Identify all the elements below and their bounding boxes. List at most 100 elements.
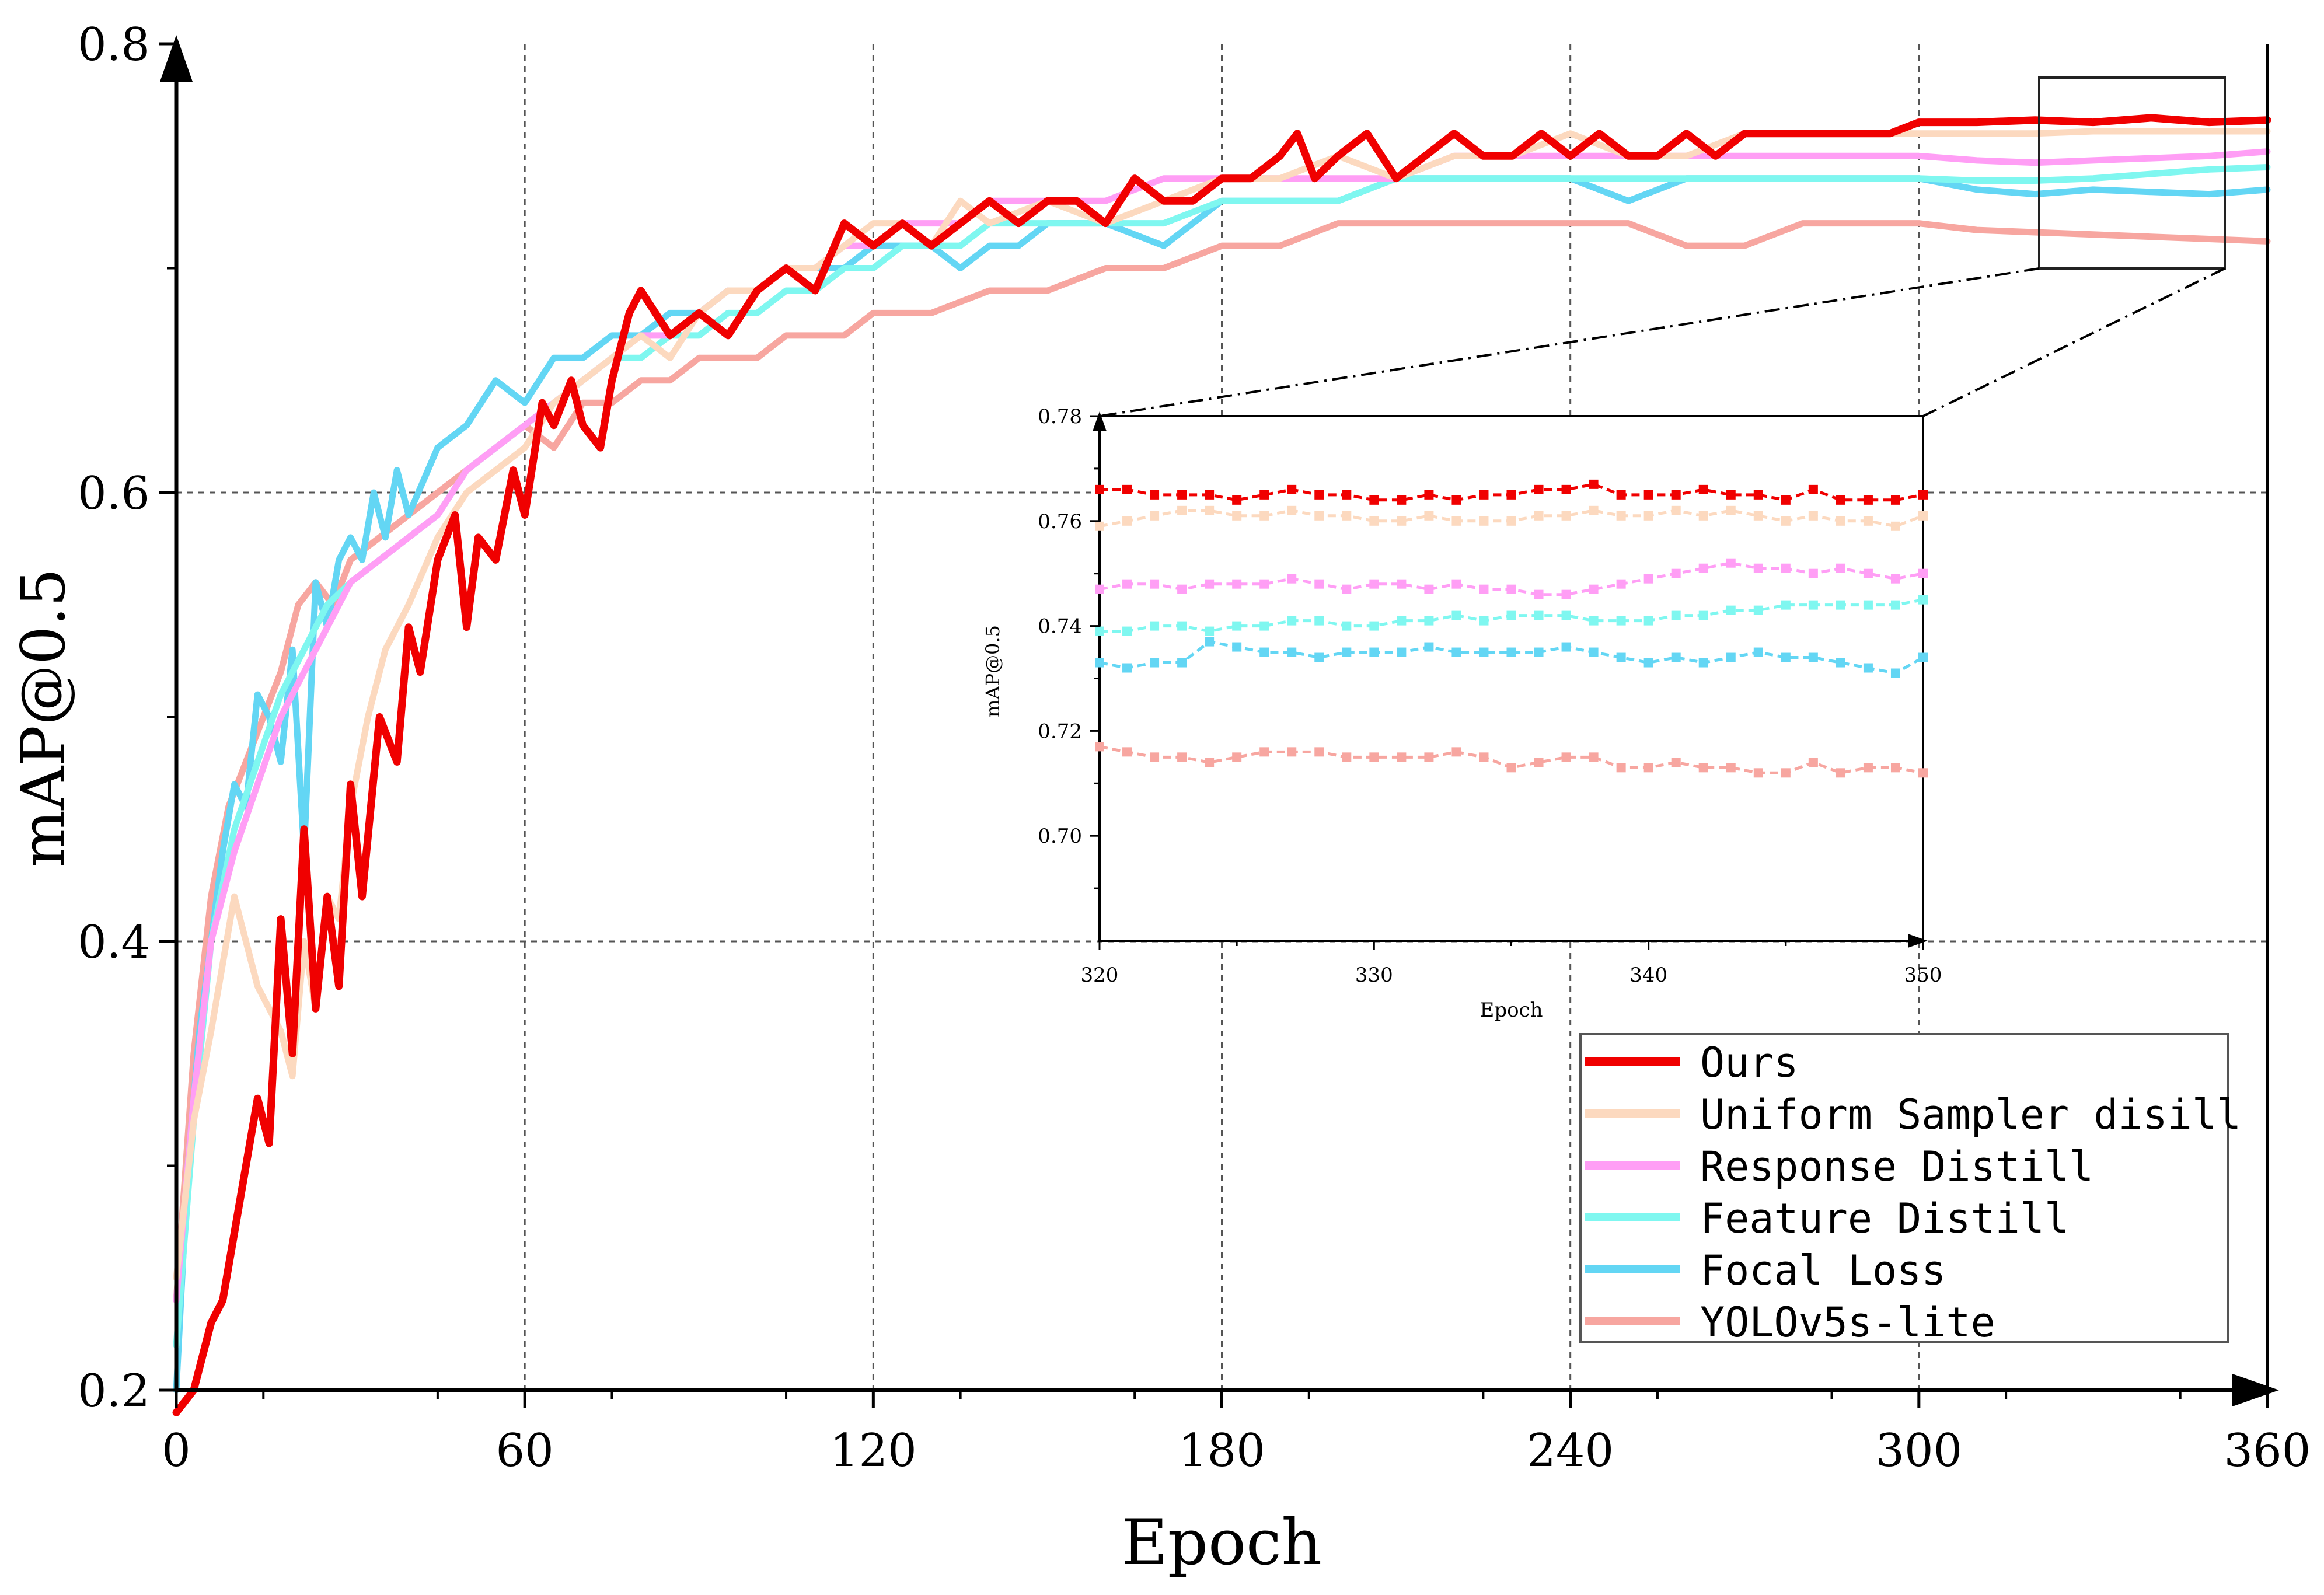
inset-y-axis-arrow	[1093, 411, 1107, 431]
inset-point-response-distill	[1177, 584, 1187, 594]
inset-point-feature-distill	[1890, 600, 1900, 610]
inset-point-focal-loss	[1890, 668, 1900, 678]
x-tick-label: 120	[830, 1425, 917, 1477]
inset-point-response-distill	[1232, 579, 1242, 589]
inset-point-focal-loss	[1177, 658, 1187, 668]
inset-point-yolov5s-lite	[1589, 752, 1599, 762]
inset-point-feature-distill	[1561, 610, 1571, 620]
inset-point-ours	[1753, 490, 1763, 500]
inset-point-ours	[1177, 490, 1187, 500]
inset-point-focal-loss	[1287, 647, 1297, 657]
inset-point-uniform-sampler-disill	[1232, 511, 1242, 521]
inset-point-feature-distill	[1534, 610, 1544, 620]
inset-point-focal-loss	[1863, 663, 1873, 673]
inset-point-feature-distill	[1397, 616, 1407, 626]
inset-point-focal-loss	[1314, 652, 1324, 662]
inset-point-feature-distill	[1287, 616, 1297, 626]
inset-point-response-distill	[1643, 574, 1653, 584]
inset-x-axis-arrow	[1908, 934, 1928, 948]
inset-point-focal-loss	[1397, 647, 1407, 657]
inset-point-response-distill	[1671, 568, 1681, 578]
inset-point-ours	[1287, 484, 1297, 494]
inset-point-focal-loss	[1451, 647, 1461, 657]
x-tick-label: 240	[1527, 1425, 1614, 1477]
inset-y-tick-label: 0.78	[1038, 405, 1082, 428]
inset-point-uniform-sampler-disill	[1890, 521, 1900, 531]
inset-point-focal-loss	[1643, 658, 1653, 668]
inset-point-ours	[1561, 484, 1571, 494]
inset-point-ours	[1506, 490, 1516, 500]
inset-point-focal-loss	[1781, 652, 1791, 662]
inset-point-uniform-sampler-disill	[1259, 511, 1269, 521]
inset-point-uniform-sampler-disill	[1397, 516, 1407, 526]
inset-point-focal-loss	[1616, 652, 1626, 662]
inset-point-yolov5s-lite	[1232, 752, 1242, 762]
inset-point-yolov5s-lite	[1150, 752, 1160, 762]
y-tick-label: 0.4	[78, 916, 150, 969]
x-tick-label: 60	[496, 1425, 554, 1477]
inset-point-ours	[1095, 484, 1104, 494]
inset-point-uniform-sampler-disill	[1314, 511, 1324, 521]
zoom-connector-left	[1099, 267, 2040, 417]
x-tick-label: 360	[2224, 1425, 2311, 1477]
inset-x-tick-label: 320	[1081, 964, 1119, 987]
inset-point-yolov5s-lite	[1726, 763, 1736, 773]
inset-point-focal-loss	[1726, 652, 1736, 662]
inset-point-response-distill	[1259, 579, 1269, 589]
inset-point-feature-distill	[1479, 616, 1489, 626]
inset-point-yolov5s-lite	[1643, 763, 1653, 773]
inset-point-yolov5s-lite	[1506, 763, 1516, 773]
inset-point-feature-distill	[1424, 616, 1434, 626]
inset-point-response-distill	[1561, 589, 1571, 599]
inset-point-yolov5s-lite	[1122, 747, 1132, 757]
inset-point-yolov5s-lite	[1314, 747, 1324, 757]
inset-point-ours	[1808, 484, 1818, 494]
inset-point-uniform-sampler-disill	[1506, 516, 1516, 526]
inset-point-ours	[1698, 484, 1708, 494]
inset-point-ours	[1232, 495, 1242, 505]
inset-point-ours	[1534, 484, 1544, 494]
zoom-region-box	[2038, 76, 2226, 270]
inset-point-yolov5s-lite	[1616, 763, 1626, 773]
inset-point-response-distill	[1397, 579, 1407, 589]
inset-point-focal-loss	[1534, 647, 1544, 657]
inset-point-response-distill	[1836, 563, 1845, 573]
inset-point-uniform-sampler-disill	[1287, 505, 1297, 515]
inset-point-uniform-sampler-disill	[1369, 516, 1379, 526]
inset-point-feature-distill	[1122, 626, 1132, 636]
inset-point-feature-distill	[1342, 621, 1352, 631]
inset-point-uniform-sampler-disill	[1342, 511, 1352, 521]
inset-point-yolov5s-lite	[1479, 752, 1489, 762]
inset-point-ours	[1781, 495, 1791, 505]
inset-point-feature-distill	[1589, 616, 1599, 626]
inset-point-ours	[1616, 490, 1626, 500]
inset-point-focal-loss	[1836, 658, 1845, 668]
x-axis-title: Epoch	[1122, 1506, 1322, 1579]
x-tick-label: 300	[1875, 1425, 1962, 1477]
inset-point-feature-distill	[1753, 605, 1763, 615]
inset-point-focal-loss	[1479, 647, 1489, 657]
inset-point-ours	[1890, 495, 1900, 505]
inset-point-uniform-sampler-disill	[1671, 505, 1681, 515]
inset-point-ours	[1259, 490, 1269, 500]
inset-point-focal-loss	[1232, 642, 1242, 652]
inset-y-tick-label: 0.72	[1038, 720, 1082, 743]
inset-point-feature-distill	[1781, 600, 1791, 610]
legend-box	[1579, 1033, 2229, 1343]
inset-point-response-distill	[1589, 584, 1599, 594]
inset-point-uniform-sampler-disill	[1643, 511, 1653, 521]
inset-point-yolov5s-lite	[1369, 752, 1379, 762]
legend-label-ours: Ours	[1700, 1039, 1799, 1087]
inset-x-tick-label: 330	[1355, 964, 1393, 987]
inset-point-ours	[1643, 490, 1653, 500]
inset-point-response-distill	[1095, 584, 1104, 594]
y-tick-label: 0.6	[78, 467, 150, 520]
inset-point-response-distill	[1918, 568, 1928, 578]
inset-point-uniform-sampler-disill	[1616, 511, 1626, 521]
inset-point-focal-loss	[1698, 658, 1708, 668]
zoom-connector-right	[1922, 267, 2225, 417]
inset-point-yolov5s-lite	[1342, 752, 1352, 762]
inset-point-yolov5s-lite	[1534, 758, 1544, 767]
inset-point-focal-loss	[1753, 647, 1763, 657]
